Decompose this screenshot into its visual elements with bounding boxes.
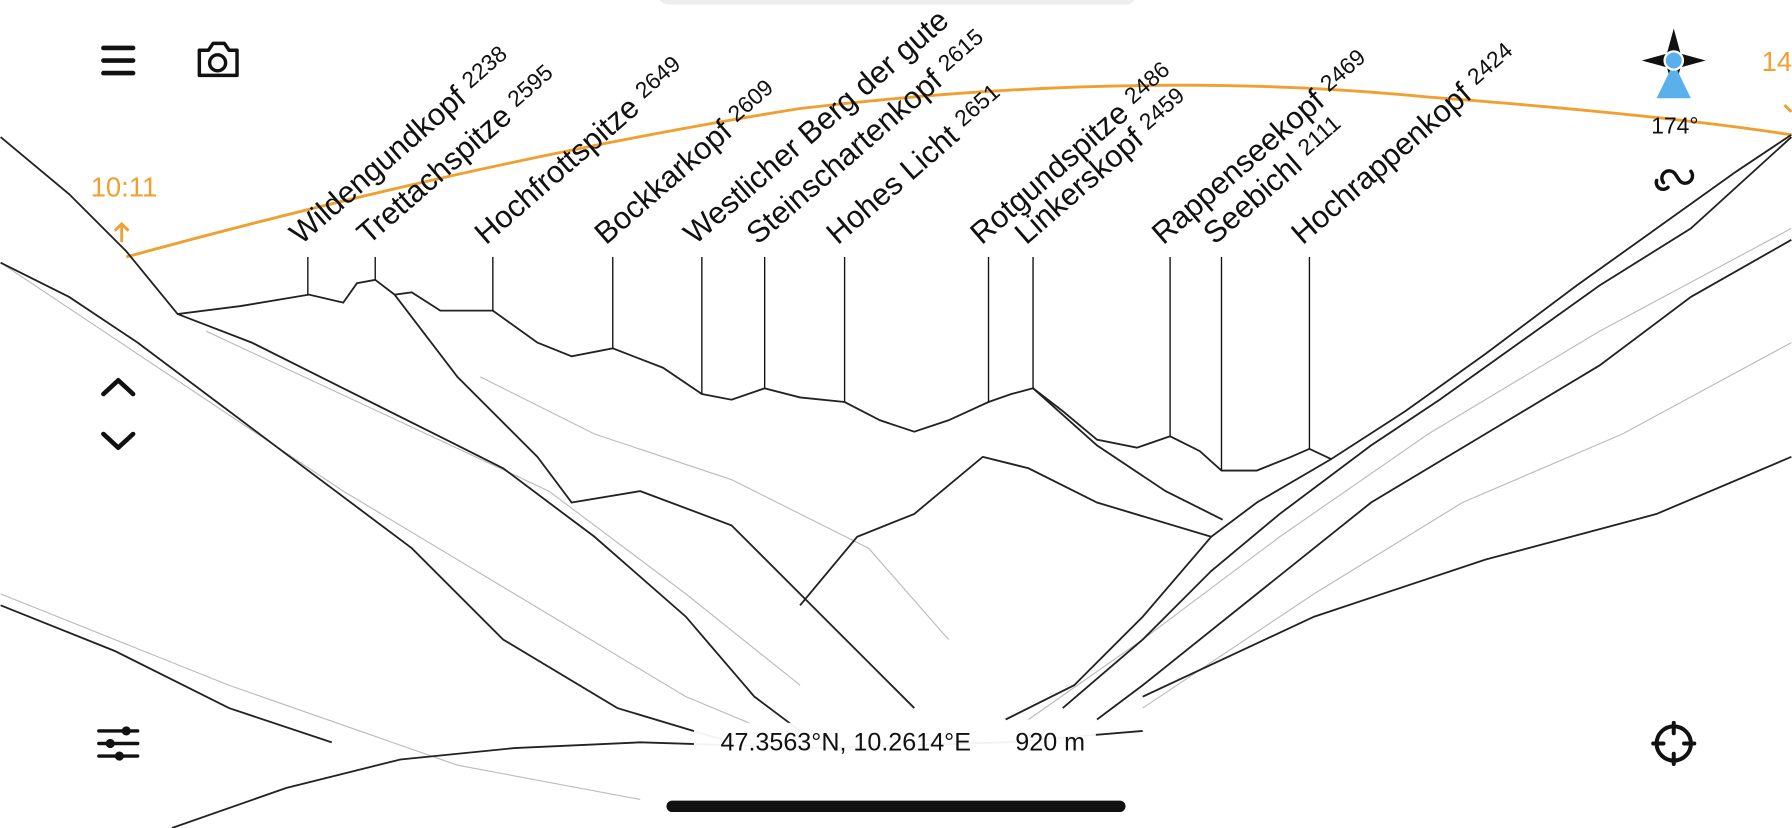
sun-path bbox=[125, 83, 1792, 259]
home-indicator bbox=[666, 800, 1126, 813]
locate-button[interactable] bbox=[1651, 720, 1697, 767]
altitude: 920 m bbox=[1015, 728, 1085, 756]
compass[interactable] bbox=[1641, 28, 1706, 99]
heading: 174° bbox=[1651, 113, 1698, 139]
settings-button[interactable] bbox=[97, 726, 140, 761]
zoom-out-button[interactable] bbox=[101, 431, 136, 450]
coordinates: 47.3563°N, 10.2614°E bbox=[721, 728, 971, 756]
zoom-in-button[interactable] bbox=[101, 378, 136, 397]
sun-marker bbox=[113, 221, 130, 243]
menu-button[interactable] bbox=[101, 45, 136, 76]
camera-button[interactable] bbox=[197, 41, 239, 78]
link-button[interactable] bbox=[1654, 169, 1695, 192]
sun-time: 14 bbox=[1762, 46, 1792, 77]
sun-marker bbox=[1783, 104, 1792, 113]
status-pill bbox=[693, 722, 1096, 760]
terrain bbox=[0, 134, 1792, 828]
top-banner bbox=[659, 0, 1135, 5]
sun-time: 10:11 bbox=[91, 171, 158, 202]
